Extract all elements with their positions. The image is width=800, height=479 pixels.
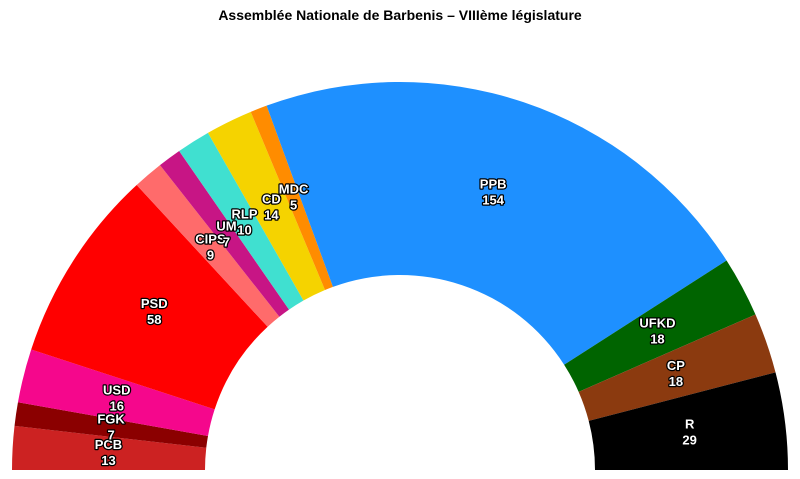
party-label: CD bbox=[262, 191, 281, 206]
seat-count: 13 bbox=[101, 453, 115, 468]
seat-wedge bbox=[250, 105, 333, 291]
seat-count: 18 bbox=[650, 332, 664, 347]
seat-wedge bbox=[31, 185, 268, 410]
chart-title: Assemblée Nationale de Barbenis – VIIIèm… bbox=[218, 7, 582, 23]
party-label: PCB bbox=[95, 437, 122, 452]
seat-count: 14 bbox=[264, 207, 279, 222]
seat-count: 7 bbox=[223, 235, 230, 250]
party-label: RLP bbox=[231, 206, 257, 221]
seat-count: 5 bbox=[290, 198, 297, 213]
party-label: CIPS bbox=[195, 231, 226, 246]
seat-wedge bbox=[207, 111, 325, 301]
party-label: CP bbox=[667, 358, 685, 373]
party-label: PSD bbox=[141, 296, 168, 311]
seat-wedge bbox=[578, 314, 776, 421]
seat-count: 29 bbox=[682, 432, 696, 447]
seat-count: 58 bbox=[147, 312, 161, 327]
seat-wedge bbox=[12, 425, 207, 470]
seat-wedge bbox=[136, 165, 280, 327]
seat-wedge bbox=[564, 260, 756, 392]
party-label: FGK bbox=[97, 411, 125, 426]
seat-wedge bbox=[159, 150, 290, 317]
seat-count: 10 bbox=[237, 222, 251, 237]
party-label: UM bbox=[216, 219, 236, 234]
seat-count: 9 bbox=[207, 247, 214, 262]
seat-count: 16 bbox=[110, 398, 124, 413]
seat-count: 7 bbox=[107, 427, 114, 442]
party-label: PPB bbox=[480, 177, 507, 192]
party-label: USD bbox=[103, 382, 130, 397]
party-label: R bbox=[685, 416, 695, 431]
seat-wedge bbox=[14, 402, 208, 448]
seat-wedge bbox=[588, 372, 788, 470]
seat-wedge bbox=[179, 132, 304, 310]
party-label: MDC bbox=[279, 182, 309, 197]
party-label: UFKD bbox=[639, 316, 675, 331]
seat-count: 18 bbox=[669, 374, 683, 389]
seat-wedge bbox=[17, 349, 215, 436]
seat-count: 154 bbox=[482, 193, 504, 208]
seat-wedge bbox=[266, 82, 727, 365]
